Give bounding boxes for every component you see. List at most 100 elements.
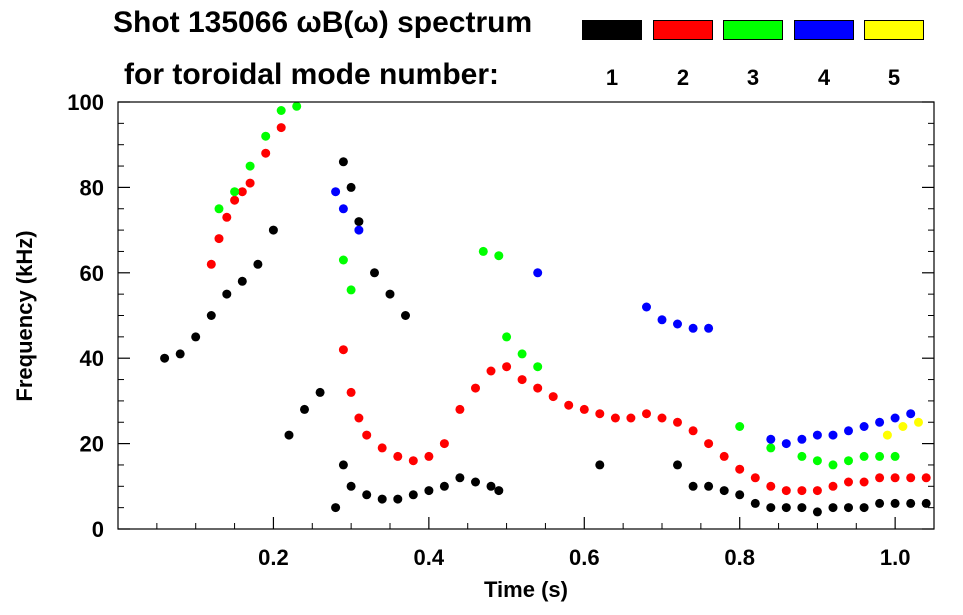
point-n3-14 <box>766 443 776 453</box>
point-n1-13 <box>346 182 356 192</box>
point-n2-27 <box>610 413 620 423</box>
point-n1-29 <box>494 486 504 496</box>
point-n1-9 <box>300 404 309 414</box>
point-n1-4 <box>222 289 232 299</box>
point-n4-17 <box>890 413 900 423</box>
point-n1-43 <box>859 503 869 513</box>
point-n3-17 <box>828 460 838 470</box>
point-n2-32 <box>688 426 698 436</box>
point-n4-15 <box>859 422 869 431</box>
y-tick-label: 20 <box>80 432 104 457</box>
y-tick-label: 100 <box>67 90 104 115</box>
point-n4-1 <box>338 204 348 214</box>
point-n3-7 <box>346 285 356 295</box>
point-n2-9 <box>346 387 356 397</box>
point-n3-15 <box>797 451 807 461</box>
point-n2-26 <box>595 409 605 419</box>
point-n4-14 <box>844 426 853 436</box>
point-n3-4 <box>276 106 286 115</box>
point-n1-42 <box>844 503 853 513</box>
point-n2-37 <box>766 481 776 491</box>
point-n2-16 <box>439 439 449 449</box>
point-n3-20 <box>875 451 885 461</box>
point-n1-6 <box>253 259 263 269</box>
point-n1-32 <box>688 481 698 491</box>
point-n1-34 <box>719 486 729 496</box>
point-n4-16 <box>875 417 885 427</box>
x-tick-label: 1.0 <box>880 545 911 570</box>
point-n2-11 <box>362 430 372 440</box>
legend-label-n2: 2 <box>676 65 690 90</box>
tick-layer <box>118 101 934 530</box>
legend-swatch-n4 <box>794 20 854 40</box>
point-n3-13 <box>735 422 745 431</box>
data-layer <box>160 101 931 517</box>
point-n2-3 <box>230 195 240 205</box>
point-n4-18 <box>906 409 916 419</box>
point-n1-22 <box>393 494 403 504</box>
point-n2-12 <box>377 443 387 453</box>
point-n1-3 <box>206 311 216 320</box>
point-n3-11 <box>517 349 527 359</box>
legend-label-n4: 4 <box>817 65 831 90</box>
point-n1-11 <box>331 503 341 513</box>
point-n1-10 <box>315 387 325 397</box>
point-n2-4 <box>237 187 247 197</box>
point-n2-47 <box>921 473 931 483</box>
point-n1-8 <box>284 430 294 440</box>
point-n2-7 <box>276 123 286 133</box>
point-n1-7 <box>268 225 278 235</box>
point-n2-28 <box>626 413 636 423</box>
point-n2-46 <box>906 473 916 483</box>
point-n2-36 <box>750 473 760 483</box>
point-n2-5 <box>245 178 255 188</box>
point-n2-22 <box>533 383 543 393</box>
point-n4-3 <box>533 268 543 278</box>
point-n2-41 <box>828 481 838 491</box>
point-n2-2 <box>222 212 232 222</box>
label-layer: 0 20 40 60 80 100 0.2 0.4 0.6 0.8 1.0 <box>67 90 910 570</box>
point-n3-10 <box>502 332 512 342</box>
point-n1-37 <box>766 503 776 513</box>
point-n3-2 <box>245 161 255 171</box>
point-n3-0 <box>214 204 224 214</box>
point-n2-15 <box>424 451 434 461</box>
point-n2-38 <box>781 486 791 496</box>
point-n4-12 <box>812 430 822 440</box>
legend-swatch-n1 <box>582 20 642 40</box>
point-n2-24 <box>564 400 574 410</box>
point-n4-6 <box>673 319 682 329</box>
point-n2-17 <box>455 404 465 414</box>
point-n1-47 <box>921 498 931 508</box>
point-n3-19 <box>859 451 869 461</box>
legend-label-n3: 3 <box>746 65 760 90</box>
point-n1-36 <box>750 498 760 508</box>
chart-title: Shot 135066 ωB(ω) spectrum <box>113 6 533 39</box>
point-n1-15 <box>370 268 379 278</box>
legend-label-n1: 1 <box>605 65 619 90</box>
point-n1-33 <box>704 481 714 491</box>
point-n1-16 <box>385 289 395 299</box>
x-tick-label: 0.8 <box>724 545 755 570</box>
point-n1-40 <box>812 507 822 517</box>
point-n1-27 <box>471 477 480 487</box>
point-n4-11 <box>797 434 807 444</box>
point-n2-23 <box>548 392 558 402</box>
point-n2-25 <box>579 404 589 414</box>
point-n1-14 <box>354 217 364 227</box>
point-n1-41 <box>828 503 838 513</box>
point-n2-44 <box>875 473 885 483</box>
point-n2-6 <box>261 148 271 158</box>
point-n2-13 <box>393 451 403 461</box>
point-n1-39 <box>797 503 807 513</box>
point-n2-19 <box>486 366 496 376</box>
point-n2-0 <box>206 259 216 269</box>
point-n1-24 <box>424 486 434 496</box>
point-n2-8 <box>338 345 348 355</box>
point-n3-1 <box>230 187 240 197</box>
point-n2-40 <box>812 486 822 496</box>
point-n1-12 <box>338 157 348 167</box>
point-n1-44 <box>875 498 885 508</box>
legend-swatch-n5 <box>864 20 924 40</box>
